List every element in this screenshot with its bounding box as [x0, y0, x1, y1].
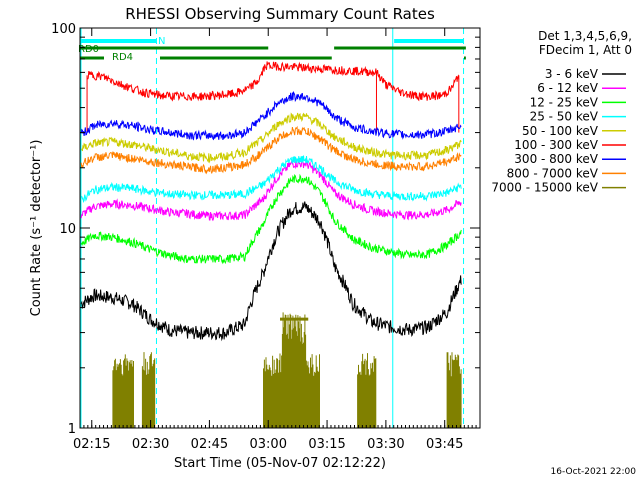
series-line-4 — [81, 112, 462, 164]
legend-label-0: 3 - 6 keV — [545, 67, 599, 81]
series-line-1 — [80, 158, 462, 222]
legend-label-2: 12 - 25 keV — [530, 95, 599, 109]
x-tick-label-3: 03:00 — [250, 437, 287, 452]
series-2 — [80, 173, 462, 265]
chart-title: RHESSI Observing Summary Count Rates — [125, 5, 435, 23]
x-tick-label-4: 03:15 — [308, 437, 345, 452]
series-3 — [80, 155, 462, 203]
high-energy-trace-0 — [112, 354, 134, 428]
axes-layer: 02:15 02:30 02:45 03:00 03:15 03:30 03:45 1 10 10… — [51, 22, 481, 452]
legend-label-4: 50 - 100 keV — [522, 124, 599, 138]
footer-timestamp: 16-Oct-2021 22:00 — [551, 467, 637, 477]
series-line-7 — [80, 125, 462, 175]
legend-label-5: 100 - 300 keV — [514, 138, 598, 152]
series-line-5 — [87, 61, 460, 102]
y-tick-label-2: 100 — [51, 22, 76, 37]
legend-label-7: 800 - 7000 keV — [507, 166, 599, 180]
x-tick-label-2: 02:45 — [191, 437, 228, 452]
series-line-3 — [80, 155, 462, 203]
series-0 — [80, 201, 462, 342]
legend-label-6: 300 - 800 keV — [514, 152, 598, 166]
series-layer — [80, 61, 462, 428]
high-energy-trace-3 — [357, 353, 377, 428]
x-tick-label-6: 03:45 — [426, 437, 463, 452]
legend-label-1: 6 - 12 keV — [537, 81, 599, 95]
legend: Det 1,3,4,5,6,9, FDecim 1, Att 0 3 - 6 k… — [491, 29, 632, 195]
legend-header-1: Det 1,3,4,5,6,9, — [538, 29, 632, 43]
night-flag-label: N — [158, 36, 165, 47]
series-4 — [81, 112, 462, 164]
series-7 — [80, 125, 462, 175]
high-energy-trace-1 — [141, 352, 156, 428]
series-8 — [112, 312, 462, 428]
x-tick-label-5: 03:30 — [367, 437, 404, 452]
series-line-2 — [80, 173, 462, 265]
series-5 — [86, 61, 460, 133]
y-axis-label: Count Rate (s⁻¹ detector⁻¹) — [29, 140, 44, 317]
y-tick-label-1: 10 — [59, 222, 76, 237]
series-line-6 — [80, 90, 462, 141]
y-tick-label-0: 1 — [68, 422, 76, 437]
flags-layer: N RD0 RD4 — [78, 36, 466, 63]
x-tick-label-1: 02:30 — [132, 437, 169, 452]
rd4-flag-label: RD4 — [112, 52, 133, 63]
high-energy-trace-4 — [446, 352, 462, 428]
series-line-0 — [80, 201, 462, 342]
x-tick-label-0: 02:15 — [73, 437, 110, 452]
series-1 — [80, 158, 462, 222]
series-6 — [80, 90, 462, 141]
high-energy-peak-trace — [281, 312, 307, 428]
legend-label-3: 25 - 50 keV — [530, 110, 599, 124]
legend-header-2: FDecim 1, Att 0 — [539, 43, 632, 57]
rd0-flag-label: RD0 — [78, 44, 99, 55]
x-axis-label: Start Time (05-Nov-07 02:12:22) — [174, 456, 386, 471]
legend-label-8: 7000 - 15000 keV — [491, 181, 598, 195]
